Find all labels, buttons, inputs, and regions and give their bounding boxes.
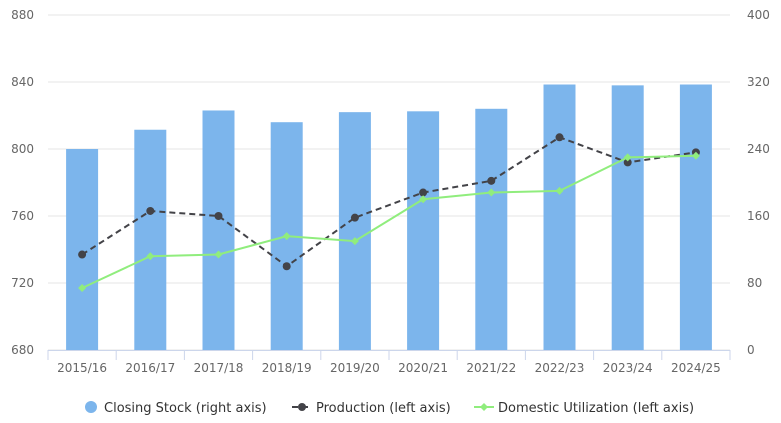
production-point — [555, 133, 564, 142]
left-axis-tick-label: 840 — [11, 75, 34, 89]
x-axis-tick-label: 2024/25 — [671, 361, 721, 375]
right-axis-tick-label: 0 — [747, 343, 755, 357]
x-axis-tick-label: 2019/20 — [330, 361, 380, 375]
x-axis-tick-label: 2016/17 — [125, 361, 175, 375]
left-axis-tick-label: 880 — [11, 8, 34, 22]
closing-stock-bar — [407, 111, 440, 350]
x-axis-tick-label: 2021/22 — [466, 361, 516, 375]
legend: Closing Stock (right axis) Production (le… — [85, 401, 694, 416]
closing-stock-bars — [66, 84, 712, 351]
closing-stock-bar — [679, 84, 712, 350]
domestic-utilization-point — [146, 252, 155, 261]
domestic-utilization-point — [350, 237, 359, 246]
closing-stock-bar — [66, 149, 99, 350]
x-axis-tick-label: 2023/24 — [603, 361, 653, 375]
x-axis: 2015/16 2016/17 2017/18 2018/19 2019/20 2020/… — [47, 350, 731, 375]
left-axis-tick-label: 760 — [11, 209, 34, 223]
production-point — [78, 250, 87, 259]
legend-label-closing-stock: Closing Stock (right axis) — [104, 401, 267, 416]
right-axis-tick-label: 160 — [747, 209, 770, 223]
right-axis-tick-label: 80 — [747, 276, 762, 290]
domestic-utilization-point — [555, 186, 564, 195]
domestic-utilization-point — [419, 195, 428, 204]
x-axis-tick-label: 2015/16 — [57, 361, 107, 375]
production-point — [487, 176, 496, 185]
right-axis-tick-label: 240 — [747, 142, 770, 156]
left-axis-labels: 680 720 760 800 840 880 — [11, 8, 34, 357]
x-axis-tick-label: 2020/21 — [398, 361, 448, 375]
right-axis-tick-label: 320 — [747, 75, 770, 89]
domestic-utilization-line — [81, 154, 696, 289]
legend-label-domestic-utilization: Domestic Utilization (left axis) — [498, 401, 694, 416]
series-lines — [78, 133, 700, 293]
production-point — [623, 158, 632, 167]
production-point — [419, 188, 428, 197]
legend-symbol-domestic-utilization — [480, 403, 488, 411]
domestic-utilization-point — [487, 188, 496, 197]
x-axis-tick-label: 2017/18 — [194, 361, 244, 375]
domestic-utilization-point — [691, 151, 700, 160]
domestic-utilization-point — [282, 232, 291, 241]
domestic-utilization-point — [623, 153, 632, 162]
production-line — [81, 136, 697, 268]
legend-label-production: Production (left axis) — [316, 401, 451, 416]
left-axis-tick-label: 680 — [11, 343, 34, 357]
closing-stock-bar — [134, 129, 167, 350]
domestic-utilization-point — [214, 250, 223, 259]
domestic-utilization-point — [78, 284, 87, 293]
production-point — [214, 212, 223, 220]
x-axis-tick-label: 2018/19 — [262, 361, 312, 375]
closing-stock-bar — [338, 112, 371, 351]
right-axis-labels: 0 80 160 240 320 400 — [747, 8, 770, 357]
production-point — [282, 262, 291, 271]
left-axis-tick-label: 720 — [11, 276, 34, 290]
legend-symbol-closing-stock — [85, 401, 97, 413]
left-axis-tick-label: 800 — [11, 142, 34, 156]
x-axis-tick-label: 2022/23 — [535, 361, 585, 375]
closing-stock-bar — [475, 108, 508, 350]
closing-stock-bar — [543, 84, 576, 350]
production-point — [146, 206, 155, 215]
right-axis-tick-label: 400 — [747, 8, 770, 22]
closing-stock-bar — [202, 110, 235, 350]
production-point — [350, 213, 359, 222]
legend-symbol-production — [298, 403, 306, 411]
closing-stock-bar — [611, 85, 644, 350]
